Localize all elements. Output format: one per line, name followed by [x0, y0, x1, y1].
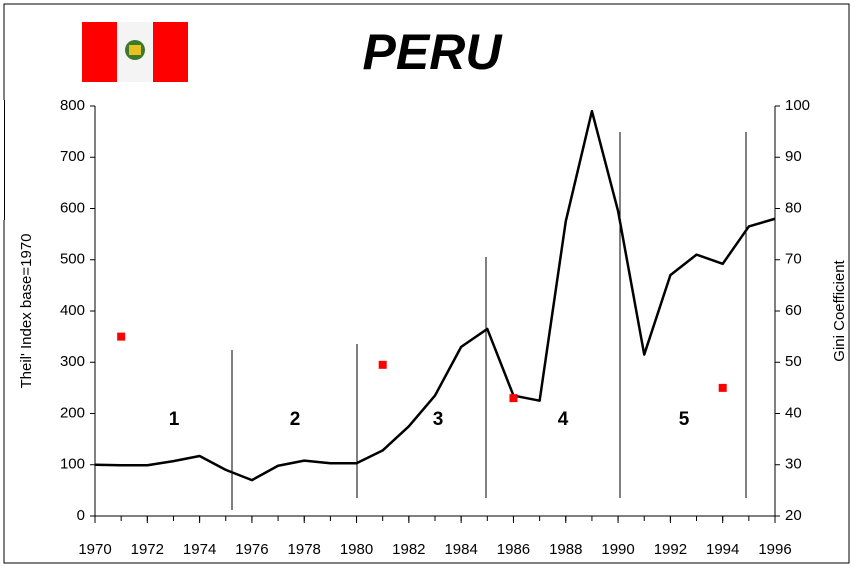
x-tick-label: 1990	[601, 541, 634, 558]
x-tick-label: 1970	[78, 541, 111, 558]
x-tick-label: 1986	[497, 541, 530, 558]
y-tick-label: 700	[60, 148, 85, 165]
period-lines	[231, 132, 747, 510]
x-tick-label: 1978	[288, 541, 321, 558]
x-tick-label: 1992	[654, 541, 687, 558]
x-tick-label: 1980	[340, 541, 373, 558]
x-tick-label: 1988	[549, 541, 582, 558]
y-tick-label: 600	[60, 199, 85, 216]
x-tick-label: 1974	[183, 541, 216, 558]
frame-edge	[4, 100, 5, 220]
x-tick-label: 1994	[706, 541, 739, 558]
y-tick-label: 100	[60, 456, 85, 473]
data-point	[117, 332, 126, 341]
x-tick-label: 1996	[758, 541, 791, 558]
y-tick-label: 500	[60, 251, 85, 268]
y2-tick-label: 60	[785, 302, 802, 319]
y2-tick-label: 100	[785, 97, 810, 114]
y2-tick-label: 70	[785, 251, 802, 268]
y2-tick-label: 40	[785, 404, 802, 421]
y-tick-label: 800	[60, 97, 85, 114]
x-tick-label: 1976	[235, 541, 268, 558]
data-point	[718, 383, 727, 392]
x-tick-label: 1972	[131, 541, 164, 558]
y2-tick-label: 20	[785, 507, 802, 524]
data-point	[378, 360, 387, 369]
period-label: 3	[433, 409, 444, 430]
data-line	[94, 109, 776, 482]
y2-tick-label: 90	[785, 148, 802, 165]
chart-title: PERU	[363, 24, 504, 80]
period-label: 2	[290, 409, 301, 430]
x-tick-label: 1982	[392, 541, 425, 558]
y2-tick-label: 80	[785, 199, 802, 216]
x-tick-label: 1984	[444, 541, 477, 558]
y-tick-label: 300	[60, 353, 85, 370]
label-clip	[0, 100, 20, 220]
period-label: 5	[679, 409, 690, 430]
period-label: 4	[558, 409, 569, 430]
frame	[3, 3, 850, 564]
y-axis-label: Theil' Index base=1970	[18, 233, 35, 388]
y-tick-label: 0	[77, 507, 85, 524]
period-label: 1	[169, 409, 180, 430]
y2-tick-label: 50	[785, 353, 802, 370]
y-tick-label: 200	[60, 404, 85, 421]
flag	[82, 22, 188, 82]
data-point	[509, 394, 518, 403]
y-tick-label: 400	[60, 302, 85, 319]
y2-tick-label: 30	[785, 456, 802, 473]
y2-axis-label: Gini Coefficient	[831, 259, 848, 361]
